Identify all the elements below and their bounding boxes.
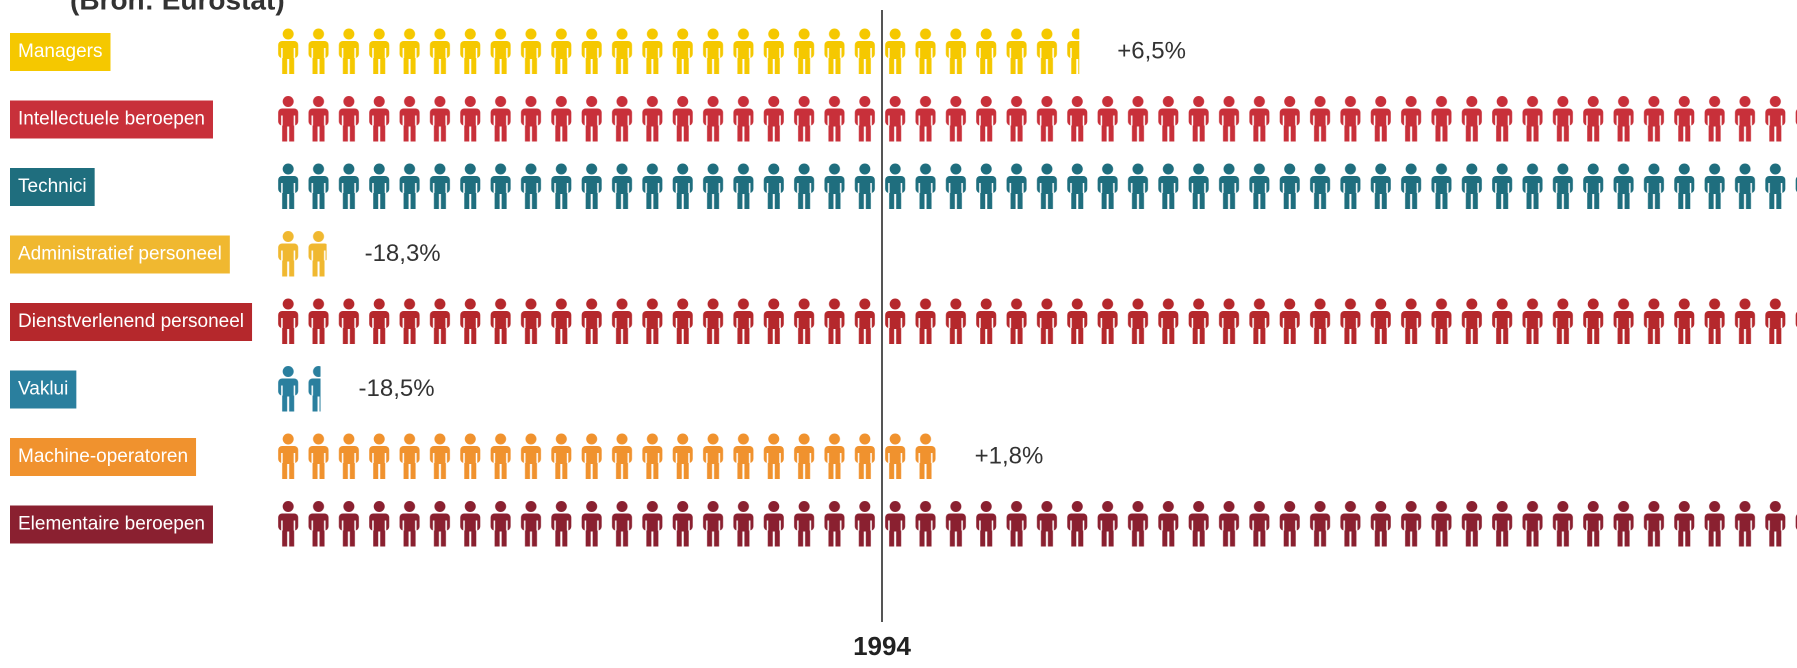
category-label: Vaklui <box>18 379 68 400</box>
baseline-label: 1994 <box>853 631 911 661</box>
category-label: Dienstverlenend personeel <box>18 311 244 332</box>
category-label: Administratief personeel <box>18 244 222 265</box>
category-box <box>10 235 230 274</box>
category-box <box>10 33 111 71</box>
value-label: -18,3% <box>365 240 441 267</box>
value-label: +1,8% <box>975 442 1044 469</box>
category-label: Intellectuele beroepen <box>18 109 205 130</box>
category-box <box>10 505 213 544</box>
category-box <box>10 303 253 341</box>
pictogram-bar <box>275 230 327 279</box>
category-label: Technici <box>18 176 87 197</box>
pictogram-bar <box>275 95 1797 144</box>
value-label: -18,5% <box>359 375 435 402</box>
pictogram-bar <box>275 433 937 481</box>
value-label: +6,5% <box>1117 37 1186 64</box>
category-box <box>10 100 213 139</box>
pictogram-bar <box>275 163 1797 211</box>
category-box <box>10 438 197 476</box>
category-box <box>10 370 77 409</box>
category-label: Elementaire beroepen <box>18 514 205 535</box>
category-box <box>10 168 95 206</box>
pictogram-bar <box>275 28 1080 76</box>
category-label: Machine-operatoren <box>18 446 188 467</box>
subtitle: (Bron: Eurostat) <box>70 0 285 15</box>
pictogram-bar <box>275 298 1797 346</box>
pictogram-bar <box>275 365 321 414</box>
pictogram-bar <box>275 500 1797 549</box>
category-label: Managers <box>18 41 103 62</box>
